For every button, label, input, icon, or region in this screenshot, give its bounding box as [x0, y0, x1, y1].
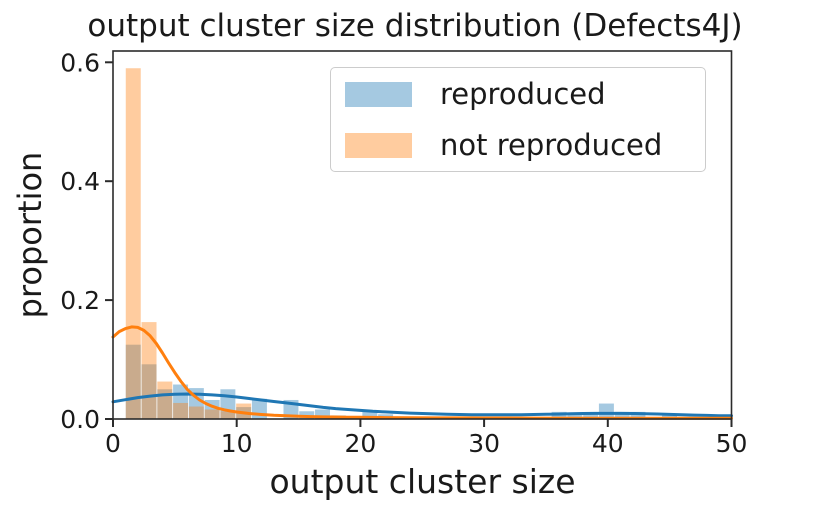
chart-title: output cluster size distribution (Defect…	[87, 8, 743, 44]
hist-bar-reproduced	[583, 413, 599, 419]
hist-bar-reproduced	[662, 414, 677, 419]
x-tick-label: 30	[468, 429, 500, 458]
y-tick-label: 0.4	[60, 167, 100, 196]
hist-bar-reproduced	[362, 411, 378, 419]
hist-bar-not-reproduced	[236, 403, 252, 419]
x-axis-label: output cluster size	[269, 462, 576, 501]
x-tick-label: 10	[221, 429, 253, 458]
y-tick-label: 0.6	[60, 48, 100, 77]
kde-line-reproduced	[111, 392, 733, 418]
y-tick-label: 0.0	[60, 405, 100, 434]
x-tick-label: 0	[105, 429, 121, 458]
legend-item-reproduced: reproduced	[345, 77, 606, 111]
hist-bar-not-reproduced	[125, 68, 141, 419]
hist-bar-not-reproduced	[204, 409, 220, 419]
hist-bar-reproduced	[614, 411, 630, 419]
x-tick-label: 50	[716, 429, 748, 458]
hist-bar-not-reproduced	[220, 411, 236, 419]
y-tick-label: 0.2	[60, 286, 100, 315]
legend-swatch-reproduced	[345, 82, 412, 107]
hist-bar-reproduced	[315, 409, 331, 419]
legend-swatch-not-reproduced	[345, 133, 412, 158]
hist-bar-not-reproduced	[188, 406, 204, 419]
legend-item-not-reproduced: not reproduced	[345, 128, 663, 162]
hist-bar-reproduced	[141, 364, 157, 419]
legend: reproduced not reproduced	[330, 67, 706, 172]
x-tick-label: 20	[344, 429, 376, 458]
hist-bar-not-reproduced	[157, 381, 173, 419]
legend-label-reproduced: reproduced	[440, 77, 606, 111]
hist-bar-reproduced	[157, 389, 173, 419]
legend-label-not-reproduced: not reproduced	[440, 128, 663, 162]
hist-bar-reproduced	[630, 411, 646, 419]
hist-bar-not-reproduced	[173, 402, 189, 419]
x-tick-label: 40	[592, 429, 624, 458]
hist-bar-reproduced	[567, 413, 583, 419]
axes-spines	[112, 50, 733, 420]
hist-bar-reproduced	[598, 403, 614, 419]
kde-line-not-reproduced	[111, 325, 733, 420]
